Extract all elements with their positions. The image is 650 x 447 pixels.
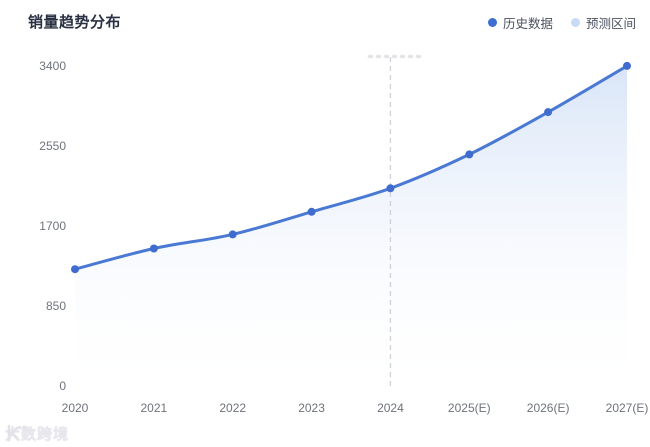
data-point-2021[interactable] bbox=[149, 244, 158, 253]
data-point-2020[interactable] bbox=[71, 265, 79, 274]
x-tick-label: 2026(E) bbox=[526, 401, 570, 415]
x-tick-label: 2021 bbox=[140, 401, 168, 415]
legend: 历史数据 预测区间 bbox=[487, 13, 636, 32]
x-tick-label: 2020 bbox=[61, 401, 89, 415]
y-tick-label: 2550 bbox=[39, 139, 66, 153]
y-tick-label: 1700 bbox=[39, 219, 66, 233]
watermark: 大数跨境 bbox=[5, 423, 69, 444]
watermark-text: 大数跨境 bbox=[5, 426, 70, 443]
brand-logo-icon bbox=[7, 424, 26, 442]
data-point-2026(E)[interactable] bbox=[544, 108, 553, 117]
x-tick-label: 2024 bbox=[377, 401, 404, 415]
data-point-2023[interactable] bbox=[307, 207, 316, 216]
data-point-2027(E)[interactable] bbox=[623, 61, 631, 70]
faint-annotation bbox=[368, 55, 422, 58]
x-tick-label: 2027(E) bbox=[605, 401, 649, 415]
x-tick-label: 2025(E) bbox=[447, 401, 491, 415]
history-legend-dot-icon bbox=[487, 18, 497, 27]
legend-item-history[interactable]: 历史数据 bbox=[487, 13, 553, 32]
legend-label-forecast: 预测区间 bbox=[585, 17, 636, 31]
x-tick-label: 2023 bbox=[298, 401, 325, 415]
legend-label-history: 历史数据 bbox=[502, 17, 553, 31]
data-point-2022[interactable] bbox=[228, 230, 237, 239]
forecast-legend-dot-icon bbox=[570, 18, 580, 27]
data-point-2025(E)[interactable] bbox=[465, 150, 474, 159]
history-trend-line bbox=[73, 64, 629, 271]
legend-item-forecast[interactable]: 预测区间 bbox=[570, 13, 636, 32]
data-point-2024[interactable] bbox=[386, 184, 395, 193]
x-tick-label: 2022 bbox=[219, 401, 247, 415]
chart-title: 销量趋势分布 bbox=[28, 14, 122, 31]
y-tick-label: 850 bbox=[45, 299, 66, 313]
y-tick-label: 0 bbox=[59, 379, 66, 393]
y-tick-label: 3400 bbox=[39, 59, 66, 73]
